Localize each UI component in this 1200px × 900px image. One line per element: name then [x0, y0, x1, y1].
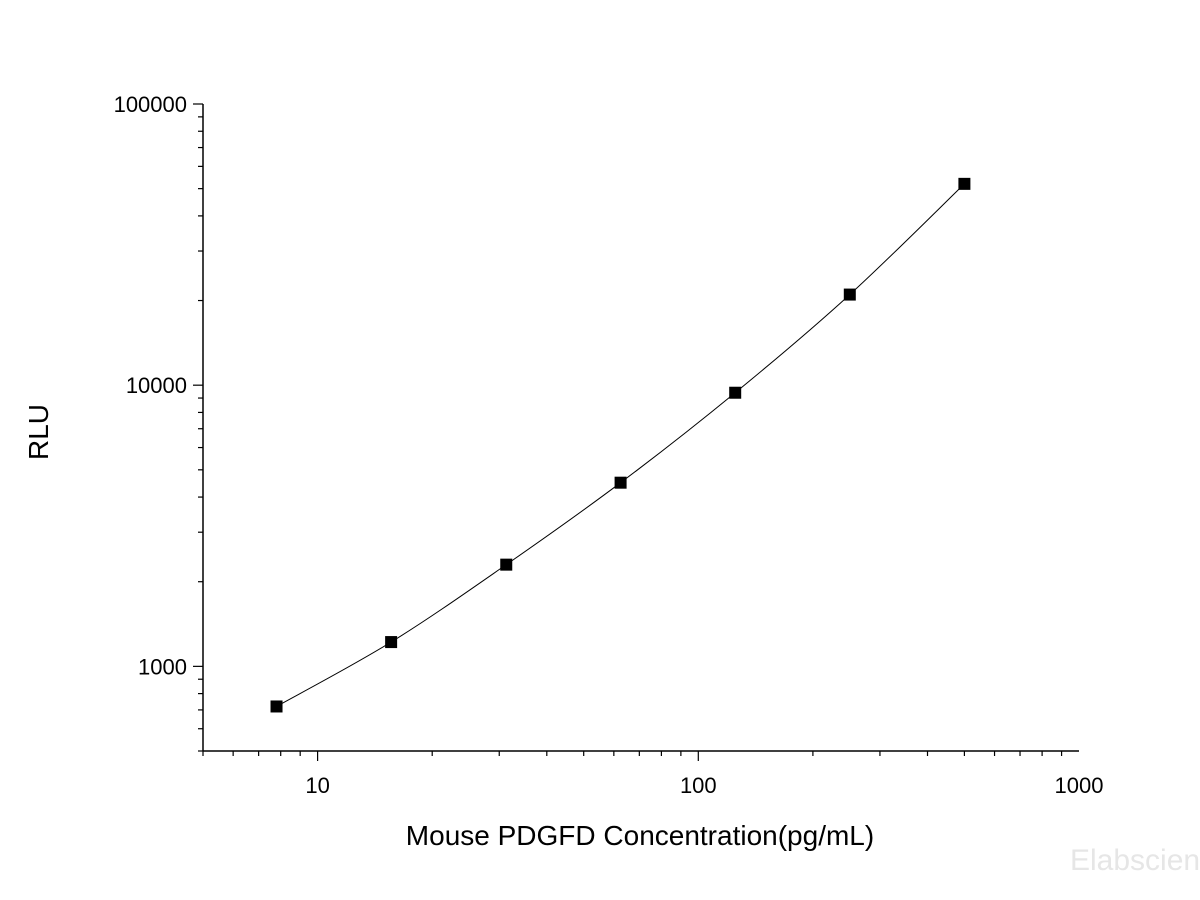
- y-tick-label: 1000: [138, 654, 187, 679]
- x-tick-label: 10: [305, 773, 329, 798]
- ticks: 10 100 1000 1000 10000 100000: [114, 92, 1104, 798]
- data-point-marker: [729, 386, 742, 399]
- series: [270, 177, 971, 713]
- y-axis-title: RLU: [23, 404, 54, 460]
- data-point-marker: [270, 700, 283, 713]
- x-tick-label: 100: [680, 773, 717, 798]
- data-point-marker: [958, 177, 971, 190]
- axes: [202, 104, 1079, 752]
- data-point-marker: [614, 476, 627, 489]
- data-point-marker: [500, 558, 513, 571]
- fit-curve: [276, 183, 965, 707]
- data-point-marker: [843, 288, 856, 301]
- x-tick-label: 1000: [1055, 773, 1104, 798]
- y-tick-label: 100000: [114, 92, 187, 117]
- y-tick-label: 10000: [126, 373, 187, 398]
- watermark: Elabscience: [1070, 844, 1200, 877]
- x-axis-title: Mouse PDGFD Concentration(pg/mL): [406, 820, 874, 851]
- data-point-marker: [385, 636, 398, 649]
